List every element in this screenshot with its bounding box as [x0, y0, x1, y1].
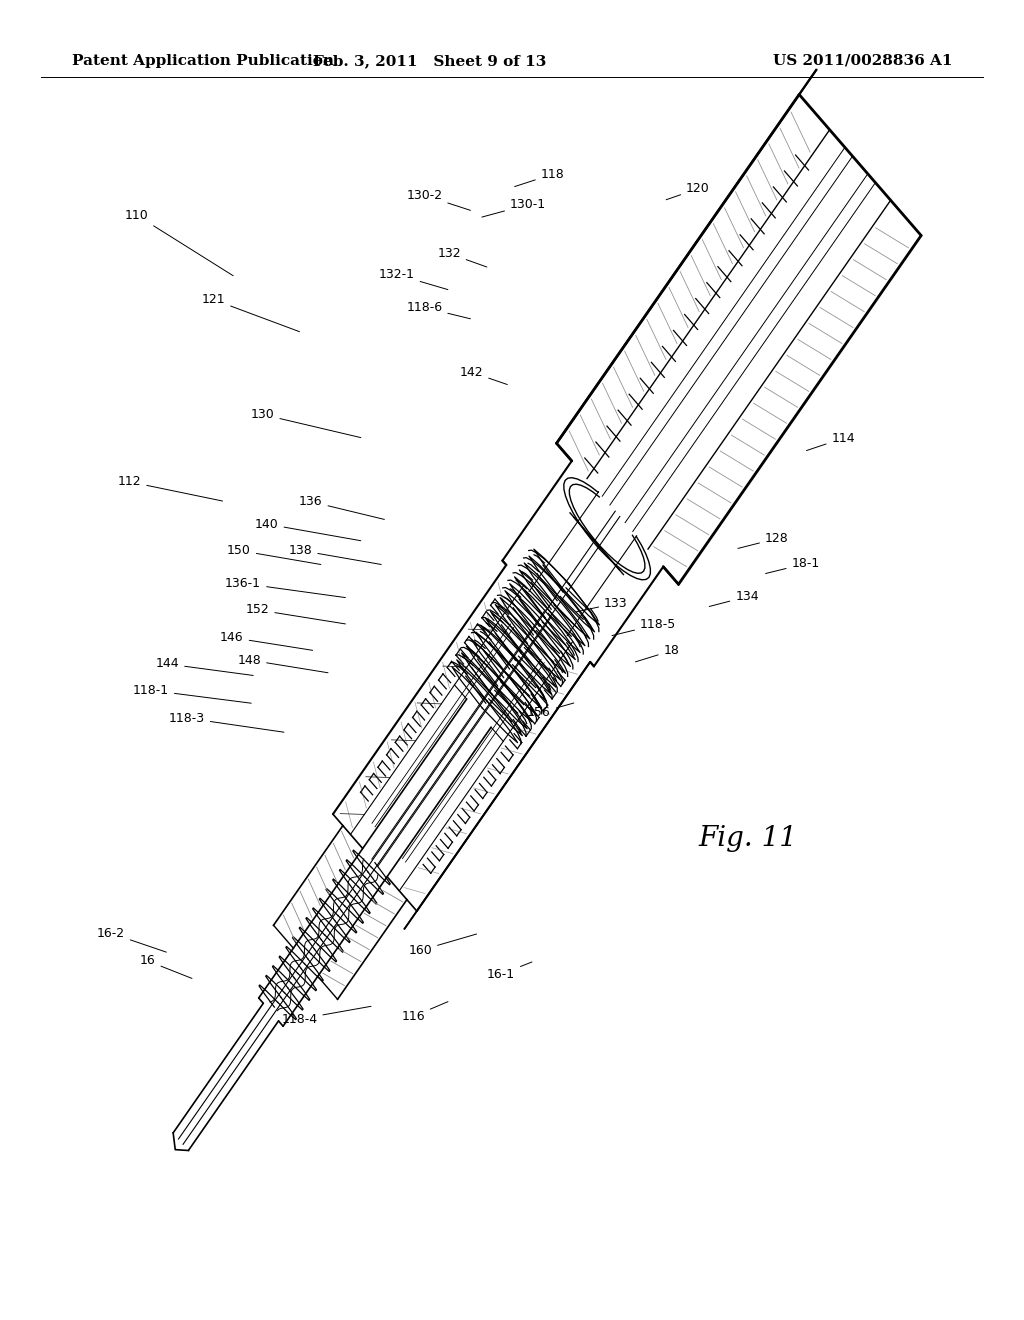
Text: 136-1: 136-1 — [225, 577, 345, 598]
Text: Feb. 3, 2011   Sheet 9 of 13: Feb. 3, 2011 Sheet 9 of 13 — [313, 54, 547, 67]
Text: 146: 146 — [220, 631, 312, 651]
Text: 120: 120 — [667, 182, 710, 199]
Text: 133: 133 — [577, 597, 628, 612]
Text: 150: 150 — [227, 544, 321, 565]
Text: 16-1: 16-1 — [487, 962, 531, 981]
Text: 118-5: 118-5 — [612, 618, 676, 636]
Text: 112: 112 — [118, 475, 222, 502]
Text: Patent Application Publication: Patent Application Publication — [72, 54, 334, 67]
Text: 118-6: 118-6 — [407, 301, 470, 319]
Text: 138: 138 — [289, 544, 381, 565]
Text: 156: 156 — [527, 704, 573, 719]
Text: 130-1: 130-1 — [482, 198, 546, 216]
Text: 121: 121 — [202, 293, 299, 331]
Text: 16-2: 16-2 — [97, 927, 166, 952]
Text: 118-4: 118-4 — [282, 1006, 371, 1026]
Text: US 2011/0028836 A1: US 2011/0028836 A1 — [773, 54, 952, 67]
Text: 16: 16 — [140, 954, 191, 978]
Text: 18-1: 18-1 — [766, 557, 820, 573]
Text: 118: 118 — [515, 168, 564, 186]
Text: 160: 160 — [409, 935, 476, 957]
Text: 144: 144 — [156, 657, 253, 676]
Text: 114: 114 — [807, 432, 855, 450]
Text: 116: 116 — [401, 1002, 449, 1023]
Text: 140: 140 — [255, 517, 360, 541]
Text: 130-2: 130-2 — [407, 189, 470, 210]
Text: 152: 152 — [246, 603, 345, 624]
Text: 110: 110 — [125, 209, 233, 276]
Text: 148: 148 — [238, 653, 328, 673]
Text: 132-1: 132-1 — [379, 268, 447, 289]
Text: 132: 132 — [437, 247, 486, 267]
Text: 118-1: 118-1 — [133, 684, 251, 704]
Text: 18: 18 — [636, 644, 680, 661]
Text: 142: 142 — [460, 366, 507, 384]
Text: Fig. 11: Fig. 11 — [698, 825, 797, 851]
Text: 130: 130 — [251, 408, 360, 438]
Text: 134: 134 — [710, 590, 759, 606]
Text: 136: 136 — [299, 495, 384, 520]
Text: 118-3: 118-3 — [169, 711, 284, 733]
Text: 128: 128 — [738, 532, 788, 548]
